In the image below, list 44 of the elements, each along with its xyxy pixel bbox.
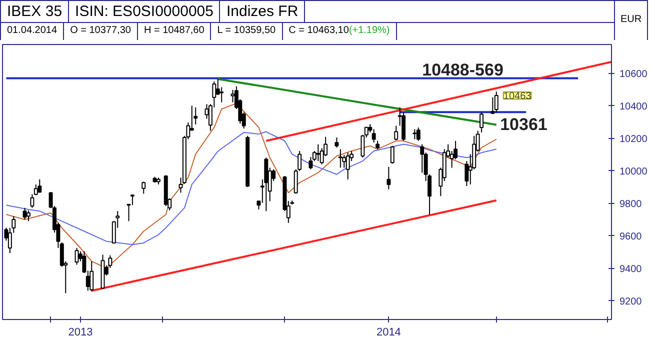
text: O = 10377,30 [64, 23, 138, 40]
y-tick-label: 9600 [620, 231, 642, 242]
candlestick [142, 181, 146, 194]
chart-subtitle: ISIN: ES0SI0000005 [69, 1, 220, 22]
text: H = 10487,60 [138, 23, 212, 40]
annotation: 10361 [500, 115, 548, 134]
candlestick [390, 145, 394, 164]
candlestick [316, 144, 320, 162]
text: 01.04.2014 [1, 23, 64, 40]
candlestick [334, 136, 339, 148]
text: (+1.19%) [348, 24, 390, 38]
candlestick [220, 86, 224, 103]
y-tick-label: 10400 [620, 101, 648, 112]
annotation: 10488-569 [422, 60, 504, 80]
candlestick [22, 207, 27, 220]
candlestick [372, 128, 376, 144]
y-tick-label: 10600 [620, 68, 648, 80]
candlestick [480, 112, 484, 133]
x-tick-label: 2014 [376, 326, 401, 338]
candlestick [386, 166, 391, 190]
candlestick [412, 128, 417, 140]
line-series [6, 131, 497, 246]
candlestick [360, 134, 365, 158]
text: Indizes FR [220, 1, 306, 22]
candlestick [416, 127, 420, 142]
y-tick-label: 10000 [620, 166, 648, 178]
text: L = 10359,50 [211, 23, 283, 40]
candlestick [74, 247, 79, 266]
y-axis-title: EUR [614, 1, 647, 40]
chart-title: IBEX 35 [1, 1, 70, 22]
candlestick [338, 148, 342, 168]
candlestick [346, 152, 350, 180]
candlestick [402, 112, 406, 142]
candlestick [90, 260, 94, 292]
candlestick [38, 178, 42, 194]
y-tick-label: 9800 [620, 198, 642, 210]
candlestick [494, 91, 498, 113]
y-tick-label: 9400 [620, 264, 642, 275]
candlestick [30, 194, 34, 208]
candlestick [264, 157, 268, 212]
y-tick-label: 9200 [620, 296, 642, 308]
y-tick-label: 10200 [620, 134, 648, 145]
x-tick-label: 2013 [68, 326, 93, 338]
candlestick [394, 125, 398, 141]
